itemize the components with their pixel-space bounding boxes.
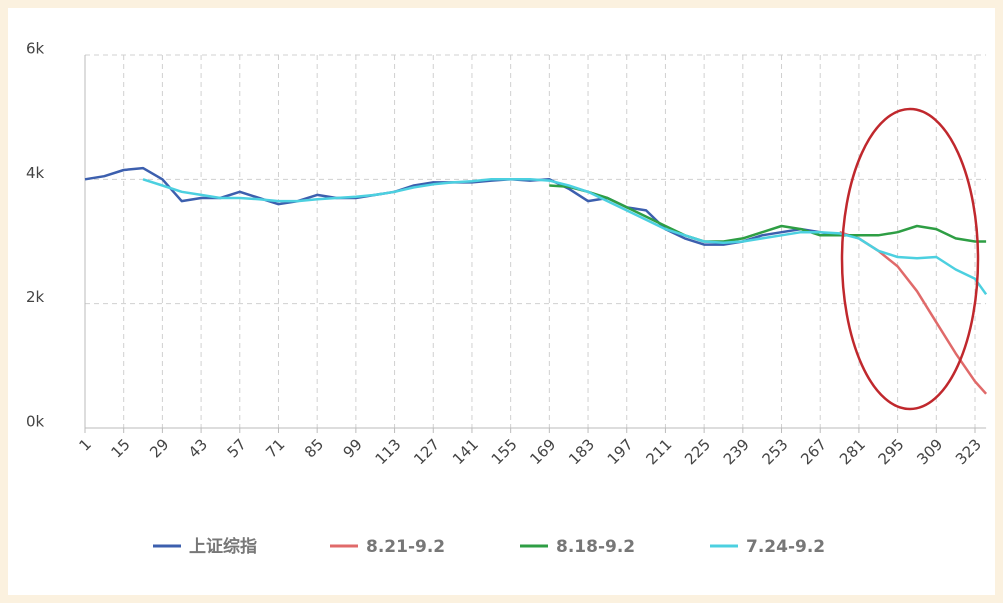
legend-label: 8.18-9.2 <box>556 537 635 557</box>
legend-label: 8.21-9.2 <box>366 537 445 557</box>
x-tick-label: 211 <box>642 435 675 468</box>
x-tick-label: 295 <box>875 435 908 468</box>
x-tick-label: 57 <box>224 435 250 461</box>
x-tick-label: 309 <box>913 435 946 468</box>
chart: 0k 2k 4k 6k 1 15 29 43 57 71 85 99 113 127 141 155 169 18… <box>26 40 988 557</box>
x-tick-label: 99 <box>340 435 366 461</box>
x-tick-label: 281 <box>836 435 869 468</box>
series-line <box>839 231 988 395</box>
x-tick-label: 1 <box>76 435 95 454</box>
y-tick-label: 2k <box>26 288 45 306</box>
x-tick-label: 197 <box>604 435 637 468</box>
y-tick-label: 4k <box>26 164 45 182</box>
y-tick-label: 0k <box>26 413 45 431</box>
x-tick-label: 71 <box>262 435 288 461</box>
x-tick-label: 323 <box>952 435 985 468</box>
x-tick-label: 43 <box>185 435 211 461</box>
x-tick-label: 127 <box>410 435 443 468</box>
y-tick-label: 6k <box>26 40 45 58</box>
x-tick-label: 113 <box>372 435 405 468</box>
highlight-ellipse <box>840 107 980 411</box>
series-line <box>142 178 988 296</box>
chart-panel: 0k 2k 4k 6k 1 15 29 43 57 71 85 99 113 127 141 155 169 18… <box>8 8 995 595</box>
x-tick-label: 15 <box>107 435 133 461</box>
x-tick-label: 141 <box>449 435 482 468</box>
series-line <box>549 184 987 243</box>
x-tick-label: 29 <box>146 435 172 461</box>
x-tick-label: 155 <box>488 435 521 468</box>
legend-label: 7.24-9.2 <box>746 537 825 557</box>
legend-label: 上证综指 <box>189 536 257 557</box>
x-tick-label: 169 <box>526 435 559 468</box>
x-tick-label: 183 <box>565 435 598 468</box>
x-tick-label: 253 <box>759 435 792 468</box>
x-tick-label: 267 <box>797 435 830 468</box>
x-tick-label: 239 <box>720 435 753 468</box>
x-tick-label: 85 <box>301 435 327 461</box>
x-tick-label: 225 <box>681 435 714 468</box>
